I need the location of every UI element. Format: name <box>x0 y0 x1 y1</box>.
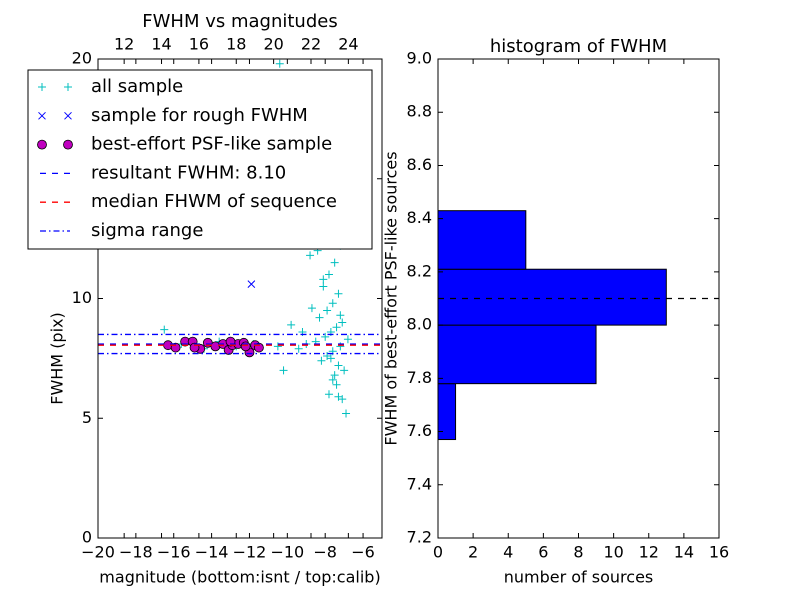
y-tick-label: 8.4 <box>407 208 432 227</box>
x-tick-label: 16 <box>709 543 729 562</box>
y-tick-label: 8.0 <box>407 315 432 334</box>
x-tick-label: −12 <box>233 543 267 562</box>
y-axis-label: FWHM of best-effort PSF-like sources <box>382 151 401 445</box>
point <box>324 270 333 279</box>
y-tick-label: 8.2 <box>407 261 432 280</box>
bar <box>438 324 597 385</box>
point <box>328 299 337 308</box>
bar <box>438 268 667 326</box>
point <box>334 392 343 401</box>
point <box>338 318 347 327</box>
point <box>323 306 332 315</box>
x-axis-label: number of sources <box>504 568 654 587</box>
x2-tick-label: 18 <box>226 35 246 54</box>
x2-tick-label: 14 <box>151 35 171 54</box>
y-tick-label: 5 <box>82 408 92 427</box>
point <box>343 335 352 344</box>
point <box>326 354 335 363</box>
legend-label: median FHWM of sequence <box>91 191 337 212</box>
point <box>287 320 296 329</box>
x-tick-label: 10 <box>603 543 623 562</box>
x-tick-label: 12 <box>639 543 659 562</box>
x-tick-label: 4 <box>503 543 513 562</box>
x2-tick-label: 24 <box>338 35 358 54</box>
point <box>334 361 343 370</box>
legend-marker <box>64 111 72 120</box>
x-axis-label: magnitude (bottom:isnt / top:calib) <box>99 568 380 587</box>
legend-label: all sample <box>91 76 183 97</box>
point <box>332 380 341 389</box>
x2-tick-label: 22 <box>301 35 321 54</box>
point <box>321 332 330 341</box>
point <box>247 280 256 288</box>
point <box>294 344 303 353</box>
point <box>334 289 343 298</box>
y-axis-label: FWHM (pix) <box>48 312 67 405</box>
point <box>315 313 324 322</box>
point <box>306 251 315 260</box>
chart-title: histogram of FWHM <box>490 36 667 57</box>
y-tick-label: 7.8 <box>407 368 432 387</box>
x-tick-label: 14 <box>674 543 694 562</box>
point <box>328 375 337 384</box>
x-tick-label: 6 <box>538 543 548 562</box>
point <box>240 341 251 352</box>
chart-title: FWHM vs magnitudes <box>142 11 337 32</box>
legend: all sample sample for rough FWHM best-effo… <box>27 69 373 250</box>
x-tick-label: −10 <box>270 543 304 562</box>
x2-tick-label: 16 <box>189 35 209 54</box>
plot-area <box>98 59 382 418</box>
y-tick-label: 10 <box>72 288 92 307</box>
plot-area <box>438 210 719 441</box>
bar <box>438 210 527 270</box>
y-tick-label: 0 <box>82 528 92 547</box>
point <box>307 304 316 313</box>
point <box>340 366 349 375</box>
point <box>273 342 282 351</box>
legend-marker <box>37 139 47 150</box>
legend-label: sample for rough FWHM <box>91 105 308 126</box>
point <box>317 356 326 365</box>
point <box>342 409 351 418</box>
x-tick-label: 2 <box>468 543 478 562</box>
x-tick-label: −6 <box>351 543 375 562</box>
x-tick-label: −18 <box>119 543 153 562</box>
point <box>319 275 328 284</box>
legend-label: best-effort PSF-like sample <box>91 134 332 155</box>
point <box>275 59 284 68</box>
point <box>330 371 339 380</box>
x-tick-label: −14 <box>195 543 229 562</box>
point <box>324 390 333 399</box>
x-tick-label: −16 <box>157 543 191 562</box>
point <box>332 323 341 332</box>
y-tick-label: 7.4 <box>407 474 432 493</box>
point <box>319 282 328 291</box>
x-tick-label: −20 <box>81 543 115 562</box>
point <box>330 258 339 267</box>
legend-marker <box>63 139 73 150</box>
legend-marker <box>38 83 46 91</box>
point <box>279 366 288 375</box>
x-tick-label: 8 <box>573 543 583 562</box>
legend-label: resultant FWHM: 8.10 <box>91 162 286 183</box>
y-tick-label: 8.8 <box>407 102 432 121</box>
legend-label: sigma range <box>91 220 203 241</box>
legend-marker <box>38 111 46 120</box>
x-tick-label: −8 <box>313 543 337 562</box>
y-tick-label: 20 <box>72 49 92 68</box>
y-tick-label: 7.6 <box>407 421 432 440</box>
y-tick-label: 7.2 <box>407 528 432 547</box>
legend-box <box>27 69 373 250</box>
legend-marker <box>64 83 72 91</box>
y-tick-label: 9.0 <box>407 49 432 68</box>
point <box>160 325 169 334</box>
point <box>336 311 345 320</box>
x2-tick-label: 12 <box>114 35 134 54</box>
x-tick-label: 0 <box>433 543 443 562</box>
x2-tick-label: 20 <box>263 35 283 54</box>
y-tick-label: 8.6 <box>407 155 432 174</box>
